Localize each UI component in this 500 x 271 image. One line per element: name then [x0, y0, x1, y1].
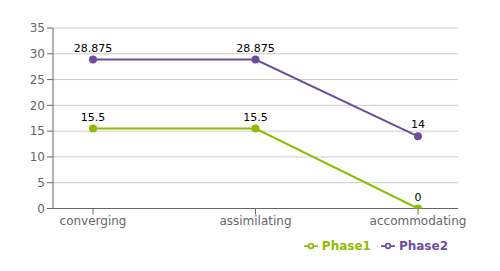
svg-text:14: 14 [411, 118, 425, 131]
svg-text:15.5: 15.5 [243, 111, 268, 124]
svg-text:20: 20 [30, 99, 45, 113]
svg-text:15: 15 [30, 124, 45, 138]
svg-text:accommodating: accommodating [370, 214, 467, 228]
svg-text:10: 10 [30, 150, 45, 164]
svg-text:15.5: 15.5 [81, 111, 106, 124]
html-text:Phase1: Phase1 [321, 238, 371, 253]
svg-text:28.875: 28.875 [74, 42, 113, 55]
svg-text:converging: converging [60, 214, 127, 228]
svg-text:28.875: 28.875 [236, 42, 275, 55]
svg-text:30: 30 [30, 47, 45, 61]
svg-text:35: 35 [30, 21, 45, 35]
html-text:Phase2: Phase2 [398, 238, 448, 253]
svg-text:25: 25 [30, 73, 45, 87]
svg-text:5: 5 [37, 176, 45, 190]
svg-text:assimilating: assimilating [219, 214, 291, 228]
svg-text:0: 0 [415, 191, 422, 204]
svg-text:0: 0 [37, 202, 45, 216]
